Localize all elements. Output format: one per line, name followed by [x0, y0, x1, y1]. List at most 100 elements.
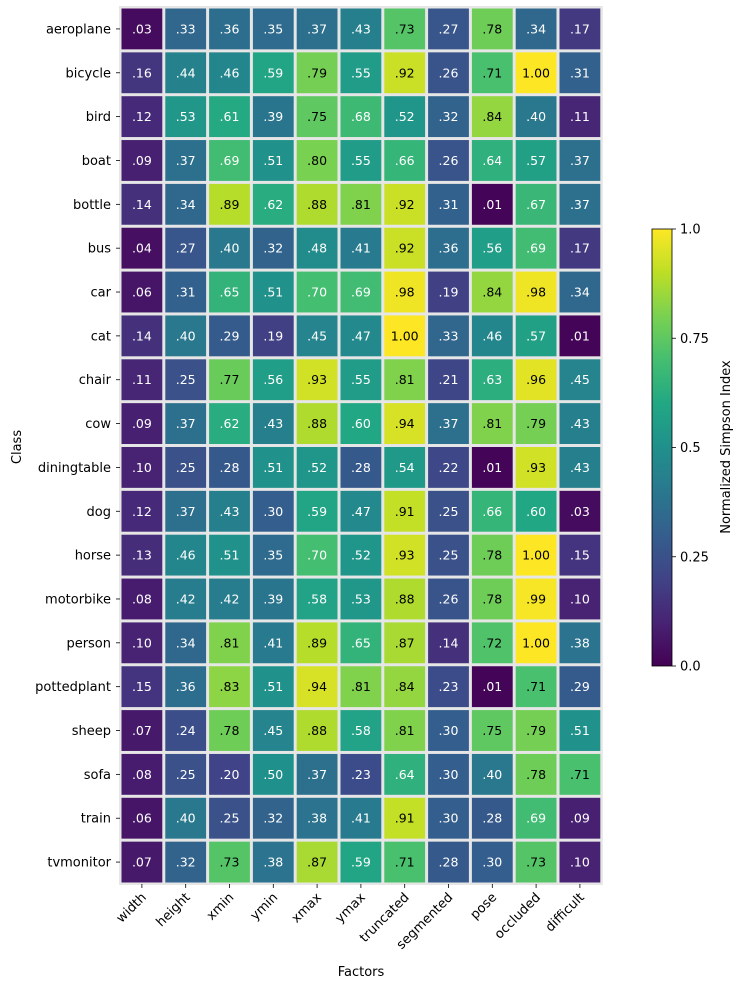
cell-value-label: .03 — [570, 504, 590, 519]
cell-value-label: .71 — [395, 855, 415, 870]
heatmap-cell — [515, 490, 557, 532]
heatmap-cell — [384, 52, 426, 94]
heatmap-cell — [515, 96, 557, 138]
x-tick-label: xmin — [204, 890, 237, 923]
heatmap-cell — [340, 315, 382, 357]
heatmap-cell — [121, 96, 163, 138]
heatmap-cell — [252, 96, 294, 138]
cell-value-label: .35 — [263, 548, 283, 563]
cell-value-label: .30 — [439, 811, 459, 826]
cell-value-label: .06 — [132, 811, 152, 826]
heatmap-cell — [559, 841, 601, 883]
heatmap-cell — [428, 666, 469, 708]
heatmap-cell — [165, 578, 207, 620]
cell-value-label: .31 — [439, 197, 459, 212]
heatmap-cell — [209, 622, 250, 664]
cell-value-label: .52 — [307, 460, 327, 475]
heatmap-cell — [340, 797, 382, 839]
cell-value-label: .07 — [132, 723, 152, 738]
heatmap-cell — [121, 140, 163, 181]
heatmap-cell — [252, 271, 294, 313]
cell-value-label: .37 — [439, 416, 459, 431]
cell-value-label: .39 — [263, 109, 283, 124]
heatmap-cell — [515, 52, 557, 94]
heatmap-cell — [340, 359, 382, 401]
heatmap-cell — [121, 183, 163, 225]
cell-value-label: .45 — [570, 372, 590, 387]
heatmap-cell — [471, 8, 513, 50]
cell-value-label: .36 — [220, 21, 240, 36]
cell-value-label: .38 — [570, 635, 590, 650]
cell-value-label: .10 — [570, 591, 590, 606]
cell-value-label: .51 — [263, 679, 283, 694]
heatmap-cell — [252, 403, 294, 444]
cell-value-label: .37 — [176, 416, 196, 431]
cell-value-label: .91 — [395, 504, 415, 519]
cell-value-label: .93 — [526, 460, 546, 475]
cell-value-label: .63 — [482, 372, 502, 387]
heatmap-cell — [121, 8, 163, 50]
cell-value-label: .54 — [395, 460, 415, 475]
cell-value-label: .84 — [482, 285, 502, 300]
heatmap-cell — [121, 315, 163, 357]
cell-value-label: .01 — [482, 460, 502, 475]
heatmap-cell — [252, 447, 294, 488]
heatmap-cell — [428, 96, 469, 138]
heatmap-cell — [384, 8, 426, 50]
x-tick-label: occluded — [492, 890, 544, 942]
cell-value-label: .93 — [395, 548, 415, 563]
cell-value-label: .88 — [307, 197, 327, 212]
cell-value-label: .52 — [351, 548, 371, 563]
cell-value-label: .30 — [482, 855, 502, 870]
heatmap-cell — [559, 622, 601, 664]
cell-value-label: .55 — [351, 372, 371, 387]
cell-value-label: .37 — [307, 21, 327, 36]
cell-value-label: .69 — [220, 153, 240, 168]
cell-value-label: .31 — [570, 65, 590, 80]
heatmap-cell — [471, 710, 513, 751]
x-tick-label: height — [154, 890, 194, 930]
cell-value-label: .33 — [439, 328, 459, 343]
heatmap-cell — [209, 359, 250, 401]
cell-value-label: .65 — [351, 635, 371, 650]
cell-value-label: .69 — [526, 811, 546, 826]
cell-value-label: .91 — [395, 811, 415, 826]
cell-value-label: .69 — [526, 241, 546, 256]
heatmap-cell — [428, 841, 469, 883]
heatmap-cell — [515, 315, 557, 357]
heatmap-cell — [428, 797, 469, 839]
cell-value-label: .51 — [570, 723, 590, 738]
cell-value-label: .28 — [482, 811, 502, 826]
heatmap-cell — [252, 797, 294, 839]
cell-value-label: .58 — [307, 591, 327, 606]
cell-value-label: .92 — [395, 241, 415, 256]
heatmap-cell — [559, 534, 601, 576]
cell-value-label: .01 — [570, 328, 590, 343]
heatmap-cell — [296, 753, 338, 795]
heatmap-cell — [384, 753, 426, 795]
heatmap-cell — [515, 797, 557, 839]
heatmap-cell — [471, 183, 513, 225]
heatmap-cell — [165, 797, 207, 839]
cell-value-label: .10 — [570, 855, 590, 870]
cell-value-label: .79 — [526, 723, 546, 738]
heatmap-cell — [384, 183, 426, 225]
heatmap-cell — [209, 797, 250, 839]
heatmap-cell — [252, 140, 294, 181]
heatmap-cell — [340, 140, 382, 181]
heatmap-cell — [340, 753, 382, 795]
cell-value-label: .27 — [439, 21, 459, 36]
heatmap-cell — [384, 140, 426, 181]
y-tick-label: bicycle — [66, 66, 111, 81]
cell-value-label: .17 — [570, 21, 590, 36]
cell-value-label: .28 — [439, 855, 459, 870]
heatmap-cell — [209, 140, 250, 181]
heatmap-cell — [428, 403, 469, 444]
heatmap-cell — [296, 666, 338, 708]
heatmap-cell — [428, 578, 469, 620]
heatmap-cell — [559, 140, 601, 181]
cell-value-label: .27 — [176, 241, 196, 256]
heatmap-cell — [384, 710, 426, 751]
cell-value-label: .46 — [482, 328, 502, 343]
cell-value-label: .98 — [395, 285, 415, 300]
